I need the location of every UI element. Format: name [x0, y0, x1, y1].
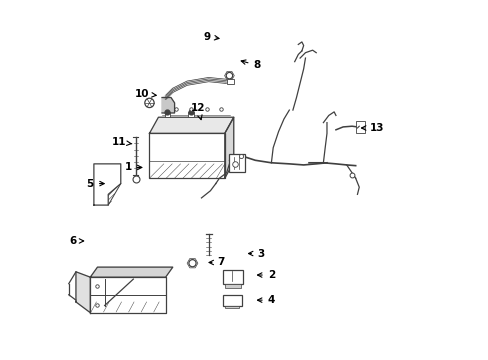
- FancyBboxPatch shape: [223, 270, 242, 284]
- Bar: [164, 112, 170, 117]
- Text: 8: 8: [241, 60, 260, 70]
- Text: 6: 6: [69, 236, 83, 246]
- Bar: [149, 134, 224, 178]
- Polygon shape: [224, 117, 233, 178]
- FancyBboxPatch shape: [355, 121, 364, 134]
- Text: 1: 1: [124, 162, 142, 172]
- Bar: [226, 78, 234, 84]
- Text: 9: 9: [203, 32, 219, 41]
- Text: 13: 13: [361, 123, 384, 133]
- Polygon shape: [90, 267, 172, 277]
- Polygon shape: [94, 164, 121, 205]
- Text: 3: 3: [248, 248, 264, 258]
- Text: 2: 2: [257, 270, 274, 280]
- FancyBboxPatch shape: [224, 306, 239, 309]
- Bar: [187, 112, 193, 117]
- Text: 11: 11: [111, 138, 132, 147]
- Polygon shape: [162, 98, 174, 113]
- Text: 10: 10: [135, 89, 156, 99]
- Polygon shape: [76, 272, 90, 313]
- FancyBboxPatch shape: [229, 154, 244, 172]
- Polygon shape: [90, 277, 165, 313]
- Text: 4: 4: [257, 295, 275, 305]
- Polygon shape: [149, 117, 233, 134]
- FancyBboxPatch shape: [224, 284, 240, 288]
- Text: 12: 12: [190, 103, 204, 120]
- Text: 7: 7: [209, 257, 224, 267]
- Text: 5: 5: [86, 179, 104, 189]
- FancyBboxPatch shape: [223, 295, 241, 306]
